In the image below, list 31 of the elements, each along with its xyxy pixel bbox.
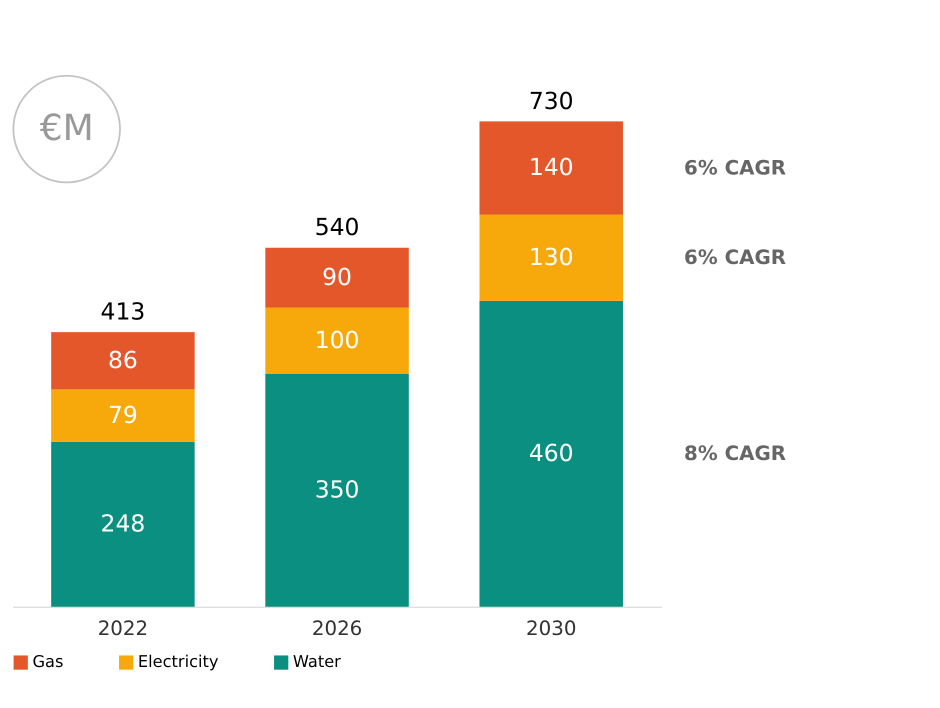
bar: [51, 389, 195, 442]
bar: [479, 121, 623, 214]
data-label: 86: [108, 346, 138, 374]
bar: [51, 332, 195, 390]
data-label: 79: [108, 400, 138, 429]
total-label: 540: [314, 213, 360, 242]
data-label: 130: [528, 242, 574, 271]
legend-label: Water: [292, 652, 342, 672]
data-label: 350: [314, 476, 360, 504]
data-label: 248: [100, 509, 146, 538]
text: 8% CAGR: [684, 442, 786, 466]
bar: [479, 300, 623, 607]
bar: [51, 442, 195, 607]
annotation: €M: [40, 108, 94, 149]
bar: [265, 308, 409, 374]
legend-label: Electricity: [138, 652, 219, 672]
bar: [265, 248, 409, 308]
data-label: 100: [314, 326, 360, 354]
bar: [479, 214, 623, 301]
total-label: 413: [100, 298, 146, 326]
x-tick-label: 2022: [98, 617, 148, 640]
data-label: 460: [528, 439, 574, 468]
text: 6% CAGR: [684, 246, 786, 269]
x-tick-label: 2026: [312, 617, 362, 640]
data-label: 140: [528, 153, 574, 182]
text: 6% CAGR: [684, 156, 786, 180]
total-label: 730: [528, 86, 574, 115]
x-tick-label: 2030: [526, 617, 576, 640]
data-label: 90: [322, 262, 352, 291]
legend-label: Gas: [32, 652, 64, 672]
bar: [265, 374, 409, 607]
